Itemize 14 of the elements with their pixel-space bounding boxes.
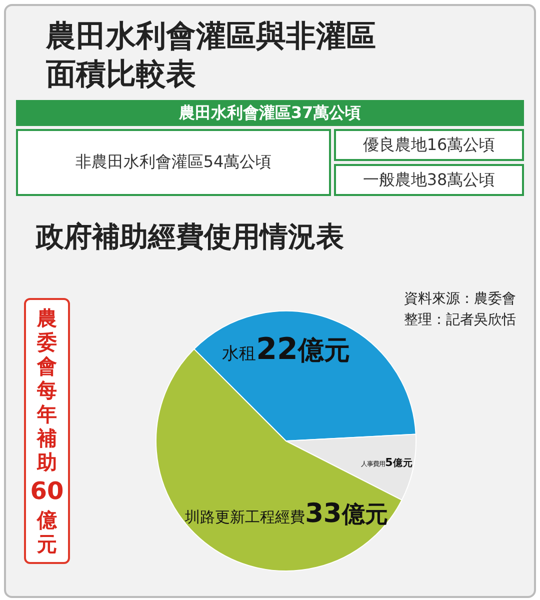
data-label: 22億元 bbox=[256, 332, 350, 368]
data-label: 33億元 bbox=[305, 499, 388, 530]
text: 整理：記者吳欣恬 bbox=[404, 312, 516, 328]
chart-title: 政府補助經費使用情況表 bbox=[36, 219, 345, 255]
text: 非農田水利會灌區54萬公頃 bbox=[16, 129, 331, 196]
text: 農田水利會灌區與非灌區面積比較表 bbox=[46, 18, 377, 94]
text: 農委會每年補助60億元 bbox=[30, 306, 64, 556]
slice-label: 水租 bbox=[222, 344, 256, 364]
slice-label: 圳路更新工程經費 bbox=[185, 508, 306, 526]
source-note: 資料來源：農委會 bbox=[404, 291, 516, 307]
text: 優良農地16萬公頃 bbox=[334, 129, 524, 161]
text: 農田水利會灌區37萬公頃 bbox=[16, 100, 524, 126]
data-label: 5億元 bbox=[385, 456, 413, 469]
text: 一般農地38萬公頃 bbox=[334, 164, 524, 196]
